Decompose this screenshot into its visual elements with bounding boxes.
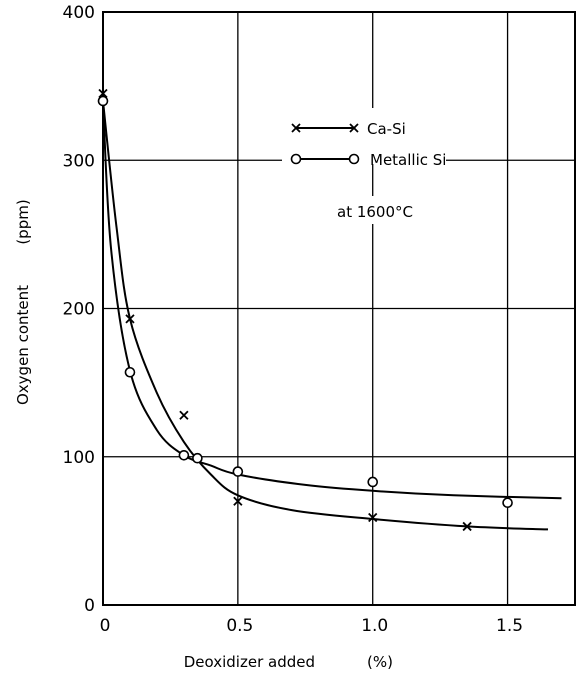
legend-marker-x-right (349, 123, 359, 133)
legend-background (282, 108, 446, 164)
data-point-ca-si-3 (233, 496, 243, 506)
data-point-ca-si-0 (98, 88, 108, 99)
legend-label-metallic-si: Metallic Si (370, 151, 446, 169)
y-tick-label-200: 200 (63, 300, 95, 320)
data-point-metallic-si-6 (502, 497, 513, 509)
series-line-metallic-si (102, 100, 562, 500)
data-point-metallic-si-2 (178, 449, 190, 461)
x-tick-label-0.5: 0.5 (226, 616, 253, 636)
legend-marker-x-left (291, 123, 301, 133)
marker-layer (97, 88, 513, 532)
x-tick-label-0: 0 (100, 616, 111, 636)
legend: Ca-Si Metallic Si (282, 108, 446, 169)
temperature-annotation: at 1600°C (337, 203, 413, 221)
data-point-metallic-si-5 (367, 476, 379, 488)
data-point-metallic-si-0 (97, 95, 109, 107)
legend-marker-o-right (348, 153, 360, 165)
legend-marker-o-left (290, 153, 302, 165)
y-tick-label-300: 300 (63, 151, 95, 171)
x-tick-label-1.0: 1.0 (361, 616, 388, 636)
data-point-metallic-si-1 (124, 366, 136, 378)
curve-layer (102, 100, 562, 531)
tick-label-layer: 0 100 200 300 400 0 0.5 1.0 1.5 (63, 3, 524, 636)
y-tick-label-400: 400 (63, 3, 95, 23)
x-axis-label: Deoxidizer added (184, 653, 315, 671)
y-tick-label-100: 100 (63, 448, 95, 468)
y-axis-label: Oxygen content (14, 285, 32, 405)
data-point-metallic-si-4 (232, 466, 244, 477)
x-axis-unit: (%) (367, 653, 393, 671)
data-point-ca-si-1 (125, 314, 135, 324)
data-point-metallic-si-3 (192, 452, 203, 464)
data-point-ca-si-2 (179, 410, 189, 420)
series-line-ca-si (102, 100, 549, 531)
plot-frame (102, 11, 576, 606)
y-tick-label-0: 0 (84, 596, 95, 616)
y-axis-unit: (ppm) (14, 199, 32, 244)
annotation-background (328, 196, 448, 224)
legend-label-ca-si: Ca-Si (367, 120, 406, 138)
data-point-ca-si-5 (462, 521, 472, 532)
data-point-ca-si-4 (368, 512, 378, 523)
x-tick-label-1.5: 1.5 (496, 616, 523, 636)
